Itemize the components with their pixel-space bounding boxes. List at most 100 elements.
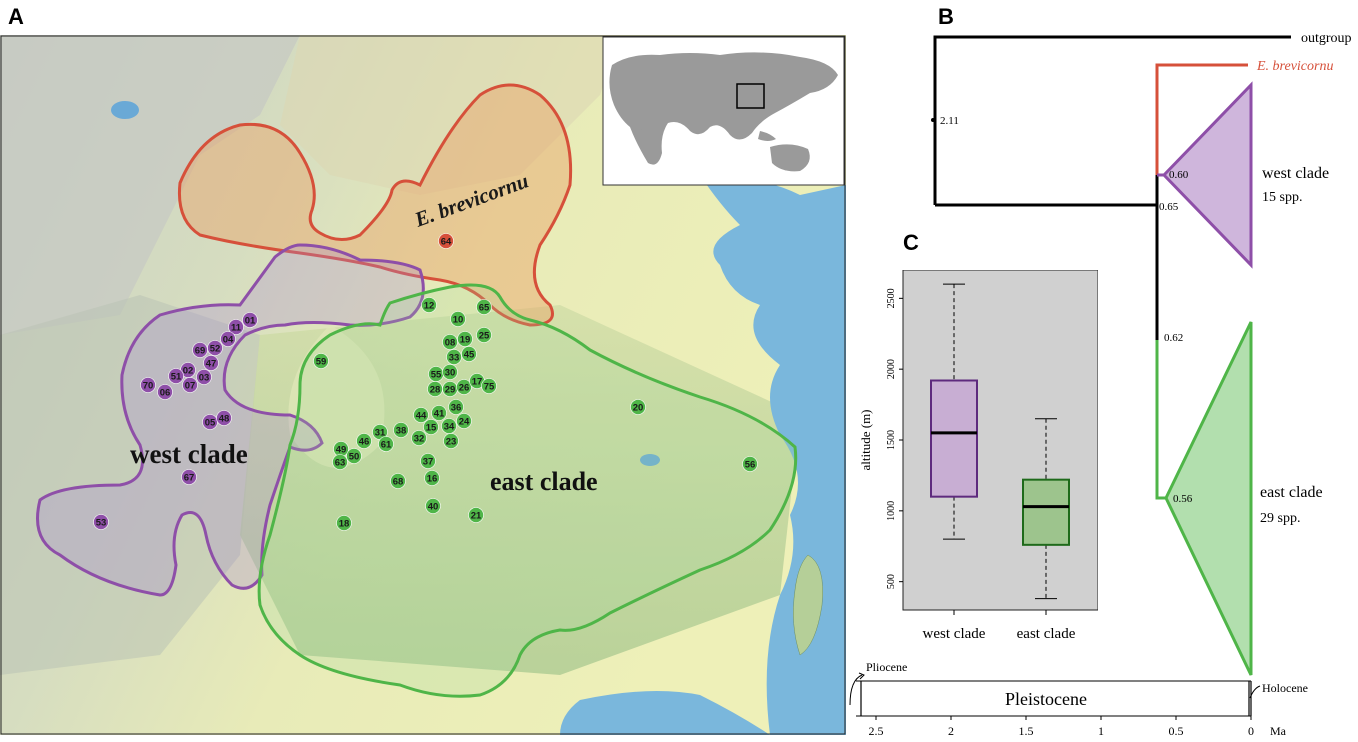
site-marker: 25 <box>476 327 492 343</box>
east-stem-age-label: 0.62 <box>1164 332 1183 344</box>
site-marker: 38 <box>393 422 409 438</box>
site-number: 02 <box>183 365 194 376</box>
site-number: 69 <box>195 345 206 356</box>
x-category-label: east clade <box>1017 626 1076 642</box>
poyang-lake <box>640 454 660 466</box>
site-marker: 18 <box>336 515 352 531</box>
site-marker: 56 <box>742 456 758 472</box>
site-marker: 52 <box>207 340 223 356</box>
site-number: 07 <box>185 380 196 391</box>
split-age-label: 0.65 <box>1159 201 1179 213</box>
site-marker: 29 <box>442 381 458 397</box>
site-dot <box>456 379 472 395</box>
site-marker: 03 <box>196 369 212 385</box>
site-dot <box>393 422 409 438</box>
box-east: east clade <box>1017 418 1076 642</box>
site-number: 32 <box>414 433 425 444</box>
site-dot <box>378 436 394 452</box>
east-crown-age-label: 0.56 <box>1173 493 1193 505</box>
site-number: 12 <box>424 300 435 311</box>
site-marker: 31 <box>372 424 388 440</box>
site-number: 52 <box>210 343 221 354</box>
east-clade-range <box>257 283 798 698</box>
loess-plateau-area <box>280 35 620 195</box>
site-number: 03 <box>199 372 210 383</box>
west-clade-map-label: west clade <box>130 439 248 469</box>
site-number: 18 <box>339 518 350 529</box>
site-number: 37 <box>423 456 434 467</box>
site-marker: 61 <box>378 436 394 452</box>
site-number: 55 <box>431 369 442 380</box>
site-dot <box>443 433 459 449</box>
site-marker: 16 <box>424 470 440 486</box>
phylogeny-svg: 2.11 outgroup E. brevicornu 0.65 0.62 0.… <box>849 31 1352 738</box>
site-number: 41 <box>434 408 445 419</box>
site-dot <box>446 349 462 365</box>
site-number: 34 <box>444 421 455 432</box>
iqr-box <box>1022 478 1070 546</box>
site-marker: 46 <box>356 433 372 449</box>
site-marker: 63 <box>332 454 348 470</box>
qinghai-lake <box>111 101 139 119</box>
site-marker: 32 <box>411 430 427 446</box>
x-category-label: west clade <box>923 626 986 642</box>
site-marker: 21 <box>468 507 484 523</box>
site-marker: 68 <box>390 473 406 489</box>
site-number: 49 <box>336 444 347 455</box>
inset-australia <box>770 144 810 172</box>
site-number: 63 <box>335 457 346 468</box>
site-dot <box>630 399 646 415</box>
site-number: 28 <box>430 384 441 395</box>
brevicornu-branch <box>1155 63 1248 175</box>
site-dot <box>168 368 184 384</box>
site-number: 31 <box>375 427 386 438</box>
site-dot <box>196 369 212 385</box>
site-dot <box>332 454 348 470</box>
holocene-label: Holocene <box>1262 681 1308 695</box>
site-number: 40 <box>428 501 439 512</box>
site-dot <box>476 327 492 343</box>
site-dot <box>448 399 464 415</box>
site-number: 46 <box>359 436 370 447</box>
site-number: 51 <box>171 371 182 382</box>
y-axis-label: altitude (m) <box>858 409 873 470</box>
site-marker: 37 <box>420 453 436 469</box>
site-number: 16 <box>427 473 438 484</box>
site-dot <box>140 377 156 393</box>
time-tick-label: 1.5 <box>1019 724 1034 737</box>
site-dot <box>356 433 372 449</box>
site-dot <box>423 419 439 435</box>
site-number: 15 <box>426 422 437 433</box>
east-clade-count: 29 spp. <box>1260 511 1300 526</box>
east-clade-map-label: east clade <box>490 467 598 496</box>
time-tick-label: 2.5 <box>869 724 884 737</box>
site-number: 44 <box>416 410 427 421</box>
site-dot <box>346 448 362 464</box>
site-marker: 40 <box>425 498 441 514</box>
site-marker: 11 <box>228 319 244 335</box>
pliocene-label: Pliocene <box>866 660 907 674</box>
site-dot <box>481 378 497 394</box>
site-marker: 69 <box>192 342 208 358</box>
site-marker: 28 <box>427 381 443 397</box>
site-number: 17 <box>472 376 483 387</box>
site-marker: 04 <box>220 331 236 347</box>
site-marker: 24 <box>456 413 472 429</box>
site-number: 11 <box>231 322 242 333</box>
site-dot <box>411 430 427 446</box>
site-marker: 64 <box>438 233 454 249</box>
site-number: 36 <box>451 402 462 413</box>
site-number: 05 <box>205 417 216 428</box>
time-tick-label: 0 <box>1248 724 1254 737</box>
site-number: 45 <box>464 349 475 360</box>
y-tick-label: 2500 <box>886 288 897 308</box>
y-tick-label: 500 <box>886 574 897 589</box>
east-stem <box>1155 340 1166 500</box>
site-dot <box>413 407 429 423</box>
site-number: 59 <box>316 356 327 367</box>
site-dot <box>182 377 198 393</box>
site-number: 20 <box>633 402 644 413</box>
site-dot <box>192 342 208 358</box>
root-node <box>931 118 935 122</box>
